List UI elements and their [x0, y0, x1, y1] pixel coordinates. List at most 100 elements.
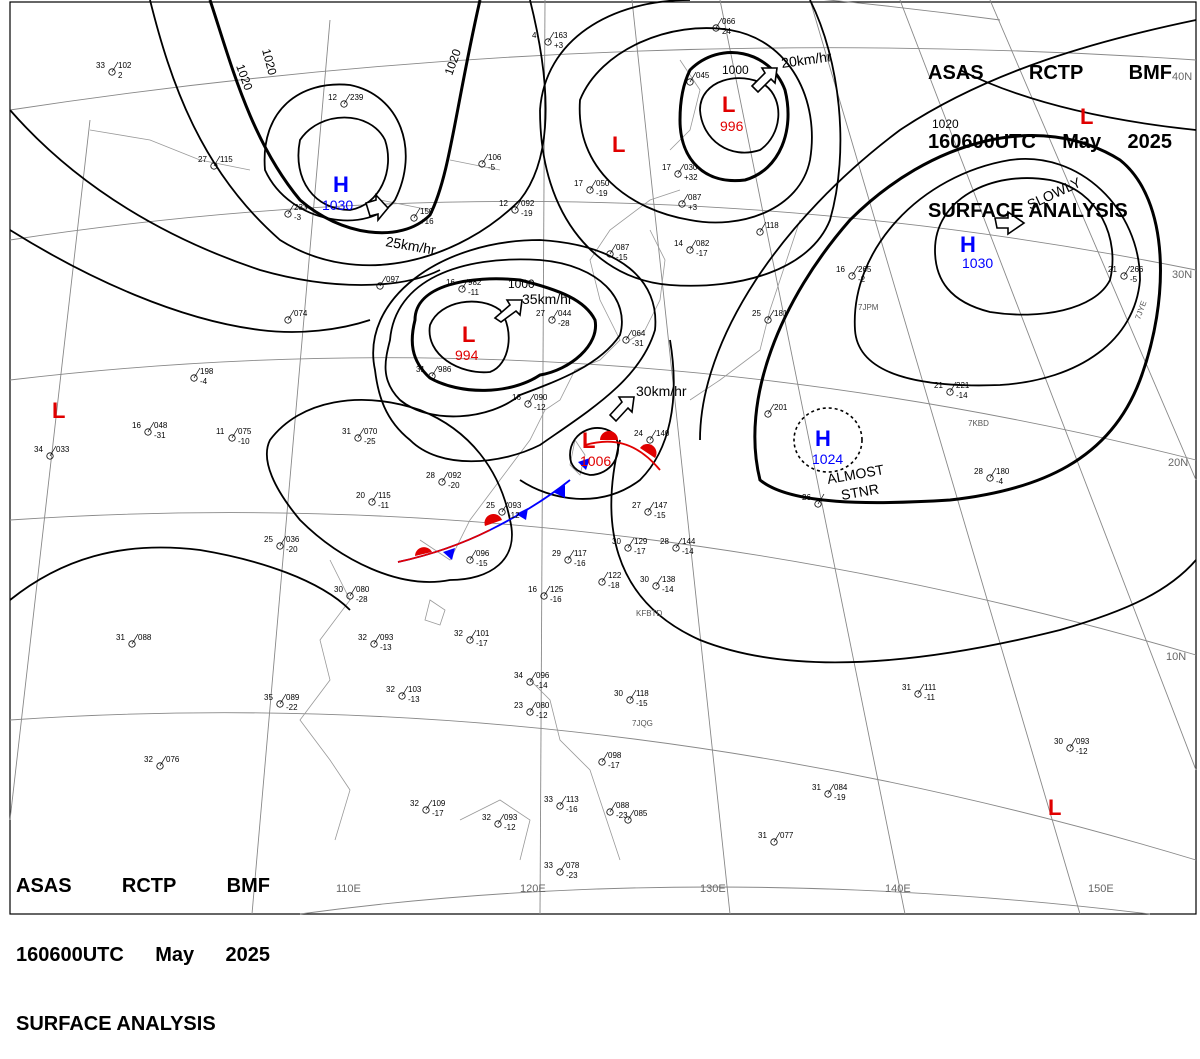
parallel-30n: [9, 200, 1197, 271]
wind-barb-icon: [759, 221, 767, 233]
station-pressure: 045: [696, 71, 710, 80]
station-circle-icon: [190, 374, 198, 382]
station-tendency: -5: [488, 163, 496, 172]
coast-korea: [629, 229, 666, 341]
wind-barb-icon: [627, 537, 635, 549]
wind-barb-icon: [413, 207, 421, 219]
station-temperature: 32: [386, 685, 395, 694]
station-circle-icon: [498, 508, 506, 516]
wind-barb-icon: [589, 179, 597, 191]
station-circle-icon: [524, 400, 532, 408]
station-pressure: 033: [56, 445, 70, 454]
station-plot: 074: [284, 309, 308, 324]
station-plot: 098-17: [598, 751, 622, 770]
header-time: 160600UTC: [16, 944, 124, 966]
station-tendency: -19: [834, 793, 846, 802]
station-temperature: 32: [482, 813, 491, 822]
station-temperature: 16: [446, 278, 455, 287]
station-circle-icon: [712, 24, 720, 32]
station-temperature: 21: [934, 381, 943, 390]
station-plot: 23 080-12: [514, 701, 550, 720]
wind-barb-icon: [609, 243, 617, 255]
wind-barb-icon: [461, 278, 469, 290]
station-circle-icon: [46, 452, 54, 460]
wind-barb-icon: [373, 633, 381, 645]
station-circle-icon: [686, 78, 694, 86]
coast-kamchatka: [669, 59, 701, 151]
wind-barb-icon: [529, 701, 537, 713]
station-circle-icon: [494, 820, 502, 828]
station-tendency: -12: [536, 711, 548, 720]
parallel-10n: [9, 512, 1197, 656]
surface-analysis-map: 110E 120E 130E 140E 150E 40N 30N 20N 10N…: [9, 0, 1197, 915]
station-plot: 28 092-20: [426, 471, 462, 490]
header-row-1: ASAS RCTP BMF: [928, 62, 1172, 85]
station-temperature: 31: [758, 831, 767, 840]
station-pressure: 103: [408, 685, 422, 694]
station-circle-icon: [284, 210, 292, 218]
station-circle-icon: [422, 806, 430, 814]
wind-barb-icon: [357, 427, 365, 439]
wind-barb-icon: [817, 493, 825, 505]
station-id: 7JQG: [632, 719, 653, 728]
station-pressure: 113: [566, 795, 579, 804]
station-temperature: 30: [614, 689, 623, 698]
station-plot: 30 080-28: [334, 585, 370, 604]
station-temperature: 29: [552, 549, 561, 558]
station-pressure: 106: [488, 153, 502, 162]
station-temperature: 32: [454, 629, 463, 638]
movement-label: STNR: [840, 481, 880, 503]
meridian-130e: [631, 0, 731, 915]
station-temperature: 17: [574, 179, 583, 188]
station-circle-icon: [438, 478, 446, 486]
station-plot: 33 078-23: [544, 861, 580, 880]
station-pressure: 233: [294, 203, 308, 212]
wind-barb-icon: [1123, 265, 1131, 277]
isobar-low-ne-mid: [578, 27, 813, 224]
low-center-symbol: L: [52, 398, 65, 423]
station-temperature: 34: [514, 671, 523, 680]
wind-barb-icon: [111, 61, 119, 73]
station-plot: 14 082-17: [674, 239, 710, 258]
lat-label: 30N: [1172, 269, 1192, 281]
station-plot: 122-18: [598, 571, 622, 590]
station-pressure: 092: [521, 199, 535, 208]
isobar-1020-high-west-thick: [208, 0, 482, 235]
station-plot: 12 092-19: [499, 199, 535, 218]
coast-borneo: [459, 799, 531, 861]
station-tendency: -15: [654, 511, 666, 520]
station-pressure: 064: [632, 329, 646, 338]
low-center-symbol: L: [462, 322, 475, 347]
station-pressure: 109: [432, 799, 446, 808]
station-pressure: 117: [574, 549, 587, 558]
header-row-2: 160600UTC May 2025: [928, 131, 1172, 154]
station-tendency: -17: [432, 809, 444, 818]
station-plot: 28 180-4: [974, 467, 1010, 486]
station-circle-icon: [606, 808, 614, 816]
wind-barb-icon: [501, 501, 509, 513]
station-tendency: -22: [286, 703, 298, 712]
wind-barb-icon: [949, 381, 957, 393]
station-tendency: -31: [154, 431, 166, 440]
station-pressure: 180: [996, 467, 1010, 476]
station-pressure: 080: [356, 585, 370, 594]
station-temperature: 31: [342, 427, 351, 436]
station-plot: 30 129-17: [612, 537, 648, 556]
station-pressure: 074: [294, 309, 308, 318]
station-circle-icon: [764, 410, 772, 418]
station-plot: 32 093-12: [482, 813, 518, 832]
station-pressure: 093: [380, 633, 394, 642]
station-plot: 32 093-13: [358, 633, 394, 652]
wind-barb-icon: [441, 471, 449, 483]
station-circle-icon: [466, 556, 474, 564]
station-temperature: 27: [198, 155, 207, 164]
station-tendency: -4: [996, 477, 1004, 486]
wind-barb-icon: [193, 367, 201, 379]
station-temperature: 20: [356, 491, 365, 500]
station-circle-icon: [276, 700, 284, 708]
station-circle-icon: [678, 200, 686, 208]
isobar-label: 1020: [259, 47, 280, 77]
lon-label: 110E: [336, 883, 361, 895]
meridian-170e: [989, 0, 1197, 481]
station-plot: 31 986: [416, 365, 452, 380]
